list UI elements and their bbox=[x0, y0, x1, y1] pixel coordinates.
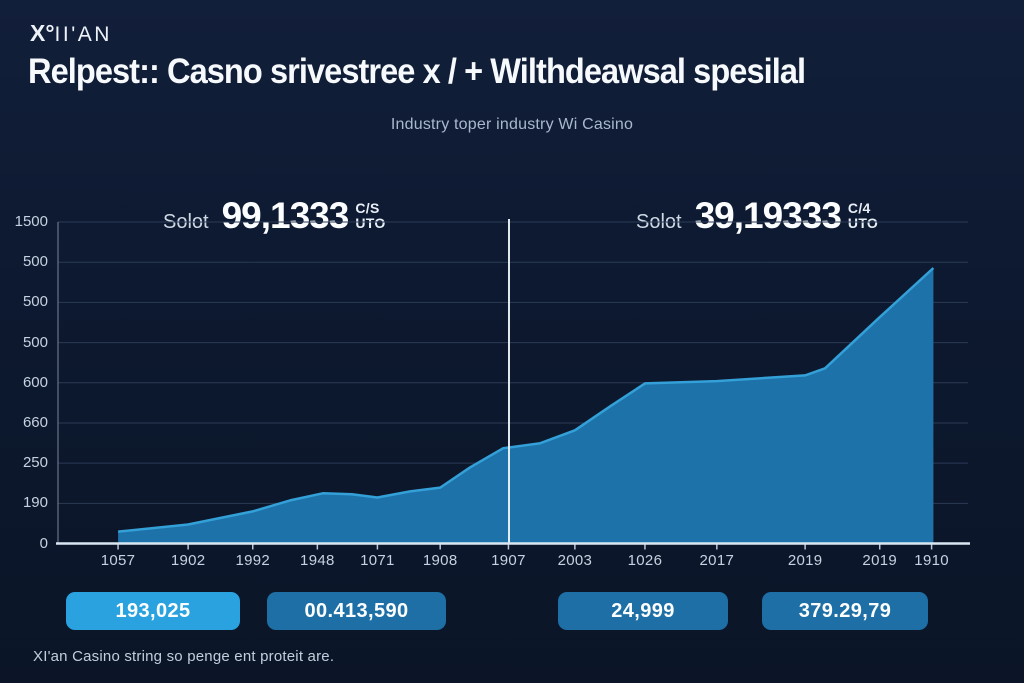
stat-card-4-value: 379.29,79 bbox=[799, 600, 892, 623]
x-tick-label: 2019 bbox=[862, 552, 897, 569]
x-tick-label: 2019 bbox=[788, 552, 823, 569]
x-tick-label: 1026 bbox=[628, 552, 663, 569]
stat-card-3[interactable]: 24,999 bbox=[558, 592, 728, 630]
stat-card-4[interactable]: 379.29,79 bbox=[762, 592, 928, 630]
x-tick-label: 1071 bbox=[360, 552, 395, 569]
stat-card-1[interactable]: 193,025 bbox=[66, 592, 240, 630]
x-tick-label: 1902 bbox=[171, 552, 206, 569]
x-axis-labels: 1057 1902 1992 1948 1071 1908 1907 2003 1026 2017… bbox=[0, 0, 1024, 683]
x-tick-label: 1948 bbox=[300, 552, 335, 569]
x-tick-label: 1907 bbox=[491, 552, 526, 569]
x-tick-label: 1992 bbox=[235, 552, 270, 569]
footer-caption: XI'an Casino string so penge ent proteit… bbox=[33, 648, 334, 665]
dashboard-page: X°II'AN Relpest:: Casno srivestree x / +… bbox=[0, 0, 1024, 683]
x-tick-label: 1910 bbox=[914, 552, 949, 569]
x-tick-label: 1908 bbox=[423, 552, 458, 569]
stat-card-3-value: 24,999 bbox=[611, 600, 675, 623]
x-tick-label: 2003 bbox=[558, 552, 593, 569]
x-tick-label: 2017 bbox=[700, 552, 735, 569]
stat-card-1-value: 193,025 bbox=[115, 600, 190, 623]
stat-card-2-value: 00.413,590 bbox=[304, 600, 408, 623]
x-tick-label: 1057 bbox=[101, 552, 136, 569]
stat-card-2[interactable]: 00.413,590 bbox=[267, 592, 446, 630]
